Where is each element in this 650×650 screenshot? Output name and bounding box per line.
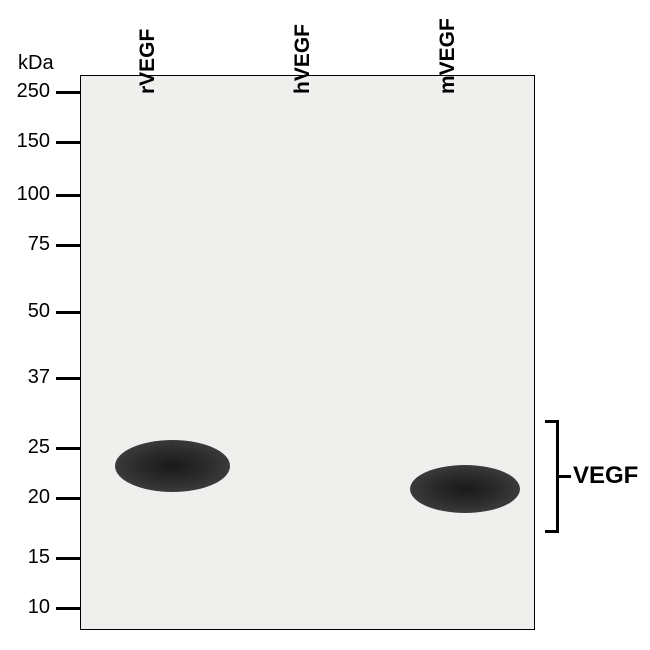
mw-label: 15	[28, 546, 50, 569]
mw-label: 20	[28, 486, 50, 509]
mw-label: 50	[28, 300, 50, 323]
target-label: VEGF	[573, 462, 638, 490]
mw-tick	[56, 311, 80, 314]
lane-label: rVEGF	[136, 29, 160, 94]
mw-label: 75	[28, 233, 50, 256]
mw-label: 100	[17, 183, 50, 206]
mw-tick	[56, 141, 80, 144]
unit-label: kDa	[18, 52, 54, 75]
lane-label: mVEGF	[436, 18, 460, 94]
mw-label: 150	[17, 130, 50, 153]
mw-tick	[56, 447, 80, 450]
mw-tick	[56, 244, 80, 247]
mw-tick	[56, 377, 80, 380]
mw-tick	[56, 607, 80, 610]
mw-tick	[56, 557, 80, 560]
protein-band	[410, 465, 520, 513]
mw-label: 37	[28, 366, 50, 389]
mw-tick	[56, 91, 80, 94]
protein-band	[115, 440, 230, 492]
mw-label: 10	[28, 596, 50, 619]
mw-label: 250	[17, 80, 50, 103]
mw-label: 25	[28, 436, 50, 459]
mw-tick	[56, 194, 80, 197]
lane-label: hVEGF	[291, 24, 315, 94]
membrane-area	[80, 75, 535, 630]
mw-tick	[56, 497, 80, 500]
blot-figure: kDa 250 150 100 75 50 37 25 20 15 10 rVEGF hVEGF mV…	[0, 0, 650, 650]
